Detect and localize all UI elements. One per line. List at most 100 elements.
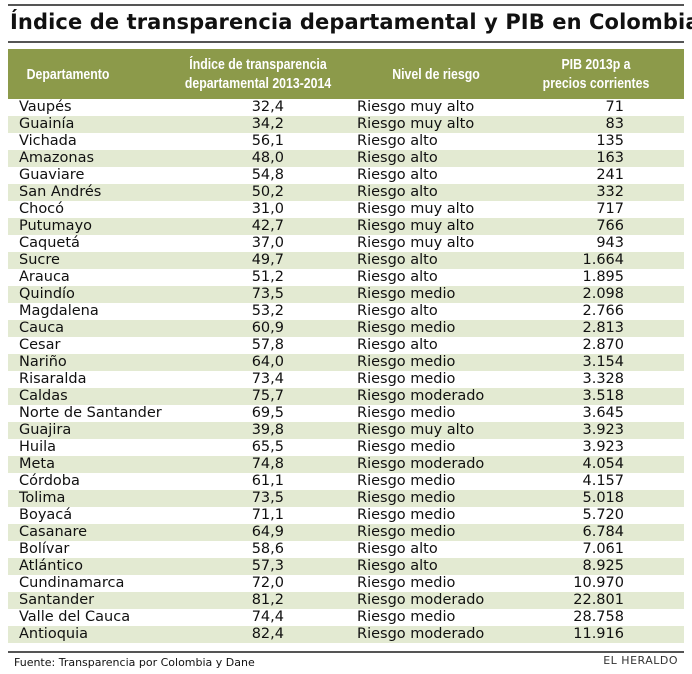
table-row: Valle del Cauca 74,4 Riesgo medio 28.758: [8, 609, 684, 626]
cell-pib: 4.157: [582, 473, 624, 489]
cell-indice: 64,0: [251, 354, 284, 370]
table-row: Amazonas 48,0 Riesgo alto 163: [8, 150, 684, 167]
cell-indice: 74,8: [251, 456, 284, 472]
cell-indice: 61,1: [251, 473, 284, 489]
cell-indice: 72,0: [251, 575, 284, 591]
cell-departamento: Tolima: [19, 490, 66, 506]
table-row: Meta 74,8 Riesgo moderado 4.054: [8, 456, 684, 473]
table-row: Arauca 51,2 Riesgo alto 1.895: [8, 269, 684, 286]
cell-indice: 57,8: [251, 337, 284, 353]
cell-indice: 51,2: [251, 269, 284, 285]
cell-pib: 2.098: [582, 286, 624, 302]
cell-pib: 1.664: [582, 252, 624, 268]
table-row: Córdoba 61,1 Riesgo medio 4.157: [8, 473, 684, 490]
cell-pib: 1.895: [582, 269, 624, 285]
cell-pib: 332: [596, 184, 624, 200]
cell-departamento: Risaralda: [19, 371, 87, 387]
cell-riesgo: Riesgo medio: [357, 575, 456, 591]
cell-riesgo: Riesgo muy alto: [357, 218, 475, 234]
cell-indice: 82,4: [251, 626, 284, 642]
cell-indice: 60,9: [251, 320, 284, 336]
header-line: Nivel de riesgo: [392, 65, 480, 83]
cell-indice: 50,2: [251, 184, 284, 200]
cell-pib: 28.758: [573, 609, 624, 625]
cell-departamento: Nariño: [19, 354, 67, 370]
table-row: Vaupés 32,4 Riesgo muy alto 71: [8, 99, 684, 116]
cell-pib: 3.518: [582, 388, 624, 404]
cell-pib: 2.766: [582, 303, 624, 319]
cell-riesgo: Riesgo alto: [357, 303, 438, 319]
table-row: Atlántico 57,3 Riesgo alto 8.925: [8, 558, 684, 575]
cell-pib: 10.970: [573, 575, 624, 591]
header-line: Departamento: [26, 65, 110, 83]
cell-departamento: Guajira: [19, 422, 72, 438]
cell-riesgo: Riesgo alto: [357, 252, 438, 268]
table-row: Casanare 64,9 Riesgo medio 6.784: [8, 524, 684, 541]
table-row: Cundinamarca 72,0 Riesgo medio 10.970: [8, 575, 684, 592]
cell-riesgo: Riesgo muy alto: [357, 116, 475, 132]
table-row: Huila 65,5 Riesgo medio 3.923: [8, 439, 684, 456]
table-row: San Andrés 50,2 Riesgo alto 332: [8, 184, 684, 201]
cell-riesgo: Riesgo medio: [357, 405, 456, 421]
cell-departamento: Cundinamarca: [19, 575, 125, 591]
cell-pib: 8.925: [582, 558, 624, 574]
cell-riesgo: Riesgo medio: [357, 286, 456, 302]
cell-pib: 943: [596, 235, 624, 251]
cell-indice: 37,0: [251, 235, 284, 251]
cell-riesgo: Riesgo medio: [357, 473, 456, 489]
cell-departamento: Córdoba: [19, 473, 80, 489]
cell-pib: 2.870: [582, 337, 624, 353]
cell-pib: 3.154: [582, 354, 624, 370]
cell-pib: 717: [596, 201, 624, 217]
cell-departamento: Boyacá: [19, 507, 73, 523]
cell-departamento: Vaupés: [19, 99, 72, 115]
header-riesgo: Nivel de riesgo: [370, 49, 501, 99]
cell-departamento: Chocó: [19, 201, 65, 217]
cell-indice: 34,2: [251, 116, 284, 132]
cell-departamento: Putumayo: [19, 218, 93, 234]
table-row: Vichada 56,1 Riesgo alto 135: [8, 133, 684, 150]
cell-pib: 241: [596, 167, 624, 183]
cell-departamento: Santander: [19, 592, 95, 608]
header-indice: Índice de transparencia departamental 20…: [176, 49, 340, 99]
cell-pib: 83: [605, 116, 624, 132]
cell-riesgo: Riesgo alto: [357, 184, 438, 200]
table-row: Risaralda 73,4 Riesgo medio 3.328: [8, 371, 684, 388]
header-line: departamental 2013-2014: [184, 75, 332, 92]
cell-indice: 57,3: [251, 558, 284, 574]
bottom-rule: [8, 651, 684, 653]
cell-riesgo: Riesgo muy alto: [357, 99, 475, 115]
cell-departamento: Guaviare: [19, 167, 85, 183]
cell-departamento: Amazonas: [19, 150, 95, 166]
cell-indice: 56,1: [251, 133, 284, 149]
cell-riesgo: Riesgo medio: [357, 439, 456, 455]
table-row: Chocó 31,0 Riesgo muy alto 717: [8, 201, 684, 218]
cell-riesgo: Riesgo alto: [357, 269, 438, 285]
cell-departamento: Arauca: [19, 269, 70, 285]
cell-pib: 766: [596, 218, 624, 234]
cell-departamento: Caldas: [19, 388, 68, 404]
cell-riesgo: Riesgo moderado: [357, 592, 485, 608]
table-row: Nariño 64,0 Riesgo medio 3.154: [8, 354, 684, 371]
table-row: Quindío 73,5 Riesgo medio 2.098: [8, 286, 684, 303]
cell-departamento: Casanare: [19, 524, 88, 540]
cell-departamento: Cauca: [19, 320, 65, 336]
cell-riesgo: Riesgo medio: [357, 371, 456, 387]
cell-indice: 49,7: [251, 252, 284, 268]
cell-riesgo: Riesgo muy alto: [357, 422, 475, 438]
cell-pib: 5.018: [582, 490, 624, 506]
cell-riesgo: Riesgo alto: [357, 150, 438, 166]
cell-pib: 163: [596, 150, 624, 166]
cell-riesgo: Riesgo alto: [357, 558, 438, 574]
cell-indice: 64,9: [251, 524, 284, 540]
cell-riesgo: Riesgo moderado: [357, 388, 485, 404]
cell-departamento: Atlántico: [19, 558, 84, 574]
table-row: Putumayo 42,7 Riesgo muy alto 766: [8, 218, 684, 235]
cell-indice: 58,6: [251, 541, 284, 557]
table-row: Boyacá 71,1 Riesgo medio 5.720: [8, 507, 684, 524]
cell-departamento: Sucre: [19, 252, 60, 268]
cell-departamento: Vichada: [19, 133, 77, 149]
cell-pib: 11.916: [573, 626, 624, 642]
cell-pib: 3.645: [582, 405, 624, 421]
cell-riesgo: Riesgo alto: [357, 167, 438, 183]
